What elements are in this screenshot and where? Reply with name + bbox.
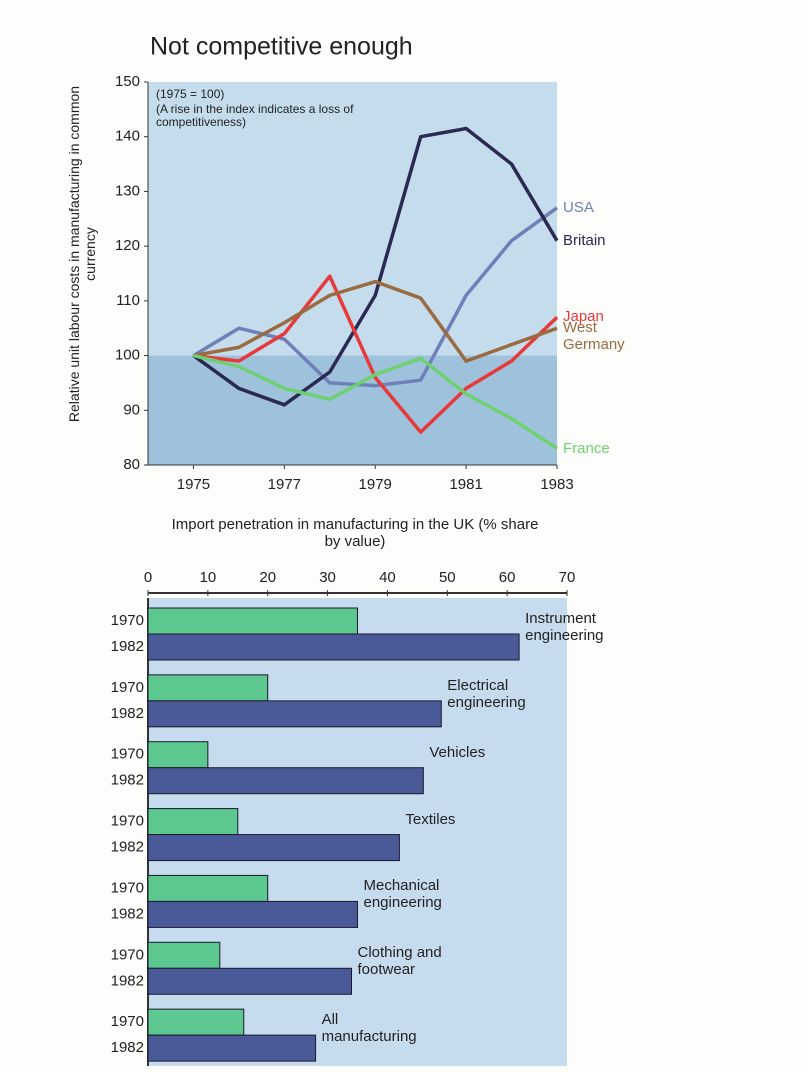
series-line (192, 206, 559, 388)
series-row-label: 1982 (111, 839, 144, 856)
y-tick-label: 120 (115, 237, 140, 254)
category-label: Textiles (405, 810, 456, 828)
bar (147, 808, 239, 836)
series-row-label: 1982 (111, 705, 144, 722)
bar (147, 900, 358, 928)
category-label: Instrument engineering (525, 610, 604, 644)
bar (147, 1034, 317, 1062)
bar (147, 1008, 245, 1036)
bar (147, 834, 400, 862)
x-tick-label: 1983 (540, 476, 573, 493)
x-tick-label: 10 (200, 569, 217, 586)
y-tick-label: 110 (116, 292, 140, 309)
bar (147, 967, 353, 995)
chart-title: Not competitive enough (150, 33, 413, 61)
series-row-label: 1982 (111, 972, 144, 989)
y-tick-label: 80 (123, 456, 140, 473)
series-line (193, 353, 558, 451)
series-row-label: 1970 (111, 746, 144, 763)
bar (147, 700, 442, 728)
y-axis-label: Relative unit labour costs in manufactur… (66, 85, 98, 423)
category-label: Clothing and footwear (357, 944, 442, 979)
series-label: Japan (563, 308, 604, 326)
series-label: West Germany (563, 319, 625, 354)
x-tick-label: 20 (259, 569, 276, 586)
x-tick-label: 1979 (359, 476, 392, 493)
x-tick-label: 1977 (268, 476, 301, 493)
category-label: All manufacturing (321, 1011, 417, 1046)
series-row-label: 1982 (111, 1039, 144, 1056)
x-tick-label: 70 (559, 569, 576, 586)
x-tick-label: 1975 (177, 476, 210, 493)
chart-title: Import penetration in manufacturing in t… (171, 516, 539, 550)
category-label: Electrical engineering (447, 676, 526, 711)
bar (147, 874, 269, 902)
series-row-label: 1970 (111, 1013, 144, 1030)
series-line (192, 126, 559, 407)
series-row-label: 1982 (111, 638, 144, 655)
bar (147, 767, 424, 795)
bar (147, 633, 520, 661)
y-tick-label: 100 (115, 347, 140, 364)
bar (147, 741, 209, 769)
bar (147, 941, 221, 969)
series-label: France (563, 439, 610, 457)
series-line (193, 274, 559, 434)
y-tick-label: 130 (115, 182, 140, 199)
y-tick-label: 150 (115, 73, 140, 90)
bar (147, 674, 269, 702)
series-label: USA (563, 198, 594, 216)
series-row-label: 1970 (111, 679, 144, 696)
x-tick-label: 50 (439, 569, 456, 586)
annotation: (A rise in the index indicates a loss of… (156, 102, 354, 129)
x-tick-label: 30 (319, 569, 336, 586)
series-row-label: 1982 (111, 905, 144, 922)
y-tick-label: 140 (115, 128, 140, 145)
series-row-label: 1970 (111, 946, 144, 963)
y-tick-label: 90 (123, 401, 140, 418)
x-tick-label: 60 (499, 569, 516, 586)
series-label: Britain (563, 231, 606, 249)
category-label: Mechanical engineering (363, 877, 442, 912)
series-row-label: 1970 (111, 879, 144, 896)
bar (147, 607, 358, 635)
x-tick-label: 1981 (449, 476, 482, 493)
category-label: Vehicles (429, 743, 486, 761)
x-tick-label: 0 (144, 569, 152, 586)
series-line (193, 279, 558, 363)
x-tick-label: 40 (379, 569, 396, 586)
series-row-label: 1970 (111, 813, 144, 830)
series-row-label: 1982 (111, 772, 144, 789)
annotation: (1975 = 100) (156, 87, 225, 101)
series-row-label: 1970 (111, 612, 144, 629)
